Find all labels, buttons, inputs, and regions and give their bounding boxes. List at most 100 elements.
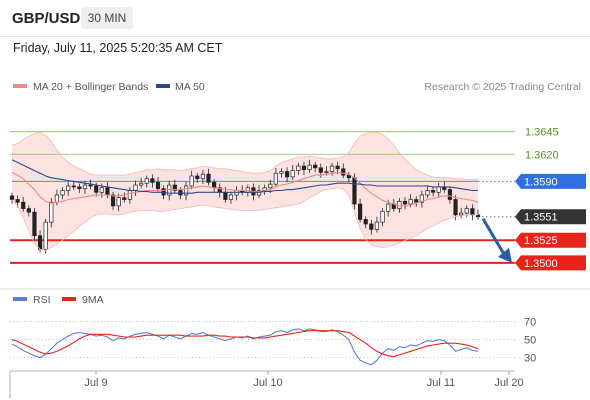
candle-body [307, 164, 312, 171]
ma20-line [11, 171, 479, 207]
candle-body [32, 211, 37, 237]
timeframe-badge[interactable]: 30 MIN [81, 7, 133, 29]
bollinger-upper-line [11, 132, 478, 181]
level-tag-1.3500 [515, 255, 586, 271]
candle-body [94, 185, 99, 193]
timestamp: Friday, July 11, 2025 5:20:35 AM CET [13, 41, 223, 55]
candle-body [436, 186, 441, 193]
candle-body [71, 185, 76, 188]
bollinger-band-fill [12, 132, 478, 251]
candle-body [425, 190, 430, 196]
indicator-lines [11, 132, 512, 263]
candle-body [324, 171, 329, 173]
candle-body [66, 185, 71, 191]
candle-body [212, 181, 217, 189]
candle-body [268, 183, 273, 189]
candle-body [358, 203, 363, 220]
candle-body [195, 175, 200, 180]
candle-body [228, 194, 234, 200]
candle-body [49, 201, 54, 223]
rsi-tick-50: 50 [524, 335, 536, 347]
candle-body [206, 173, 211, 183]
time-axis: Jul 9 Jul 10 Jul 11 Jul 20 [9, 370, 524, 398]
rsi-ma-legend-label: 9MA [82, 294, 104, 306]
candle-body [380, 210, 385, 223]
rsi-legend: RSI 9MA [13, 294, 104, 306]
ma50-line [11, 159, 478, 194]
ma50-legend-label: MA 50 [175, 81, 205, 93]
candle-body [313, 164, 318, 169]
candle-body [82, 184, 88, 190]
candle-body [329, 165, 335, 172]
chart-header: GBP/USD 30 MIN [0, 0, 590, 37]
candle-body [414, 199, 419, 203]
candle-body [150, 178, 155, 183]
level-label-1.3590: 1.3590 [524, 176, 558, 188]
level-label-1.3645: 1.3645 [525, 127, 559, 139]
x-tick-label: Jul 9 [84, 377, 107, 389]
x-tick-label: Jul 20 [494, 377, 523, 389]
level-tag-1.3551 [515, 209, 586, 225]
copyright-credit: Research © 2025 Trading Central [424, 81, 581, 93]
level-labels: 1.3645 1.3620 1.3590 1.3551 1.3525 1.3500 [515, 127, 586, 271]
candle-body [352, 177, 357, 205]
x-tick-label: Jul 11 [427, 377, 456, 389]
level-label-1.3551: 1.3551 [524, 212, 558, 224]
candle-body [9, 195, 15, 200]
candle-body [127, 190, 132, 200]
candle-body [363, 219, 368, 225]
candle-body [133, 184, 138, 191]
candle-body [318, 167, 323, 173]
rsi-ma-legend-swatch [62, 297, 76, 301]
forecast-arrow-shaft [481, 217, 507, 257]
candle-body [453, 199, 458, 216]
candle-body [296, 165, 301, 171]
candle-body [116, 197, 121, 207]
candle-body [60, 190, 65, 196]
candle-body [279, 171, 284, 174]
price-legend: MA 20 + Bollinger Bands MA 50 Research ©… [13, 81, 581, 93]
candle-body [223, 191, 228, 200]
rsi-legend-swatch [13, 297, 27, 301]
candle-body [470, 208, 475, 216]
candle-body [346, 174, 351, 179]
candle-body [26, 208, 31, 213]
candle-body [155, 181, 161, 190]
candle-body [144, 178, 149, 184]
candle-body [189, 175, 194, 187]
x-tick-label: Jul 10 [253, 377, 282, 389]
ma50-legend-swatch [156, 84, 170, 88]
candle-body [335, 165, 340, 170]
candle-body [386, 203, 391, 212]
rsi-tick-70: 70 [524, 317, 536, 329]
candle-body [374, 221, 380, 230]
candle-body [200, 173, 205, 180]
candle-body [54, 194, 60, 203]
candle-body [369, 223, 374, 230]
currency-pair-title: GBP/USD [12, 10, 81, 27]
candle-body [172, 184, 177, 191]
candle-body [301, 165, 307, 171]
bollinger-bands [12, 132, 478, 251]
candle-body [183, 185, 189, 196]
candle-body [15, 199, 20, 203]
candle-body [464, 208, 469, 214]
candle-body [290, 170, 295, 178]
level-label-1.3620: 1.3620 [525, 149, 559, 161]
candle-body [139, 182, 144, 186]
candle-body [122, 197, 127, 200]
candle-body [419, 194, 424, 203]
forecast-arrowhead [498, 247, 512, 263]
candle-body [105, 187, 110, 196]
candle-body [459, 212, 464, 216]
rsi-panel: 70 50 30 [10, 317, 536, 366]
candle-body [408, 199, 413, 205]
candle-body [402, 200, 408, 205]
candle-body [285, 171, 290, 178]
level-lines [10, 131, 515, 264]
candle-body [21, 201, 26, 209]
candle-body [341, 168, 346, 176]
level-label-1.3500: 1.3500 [524, 258, 558, 270]
level-tag-1.3590 [515, 173, 586, 189]
